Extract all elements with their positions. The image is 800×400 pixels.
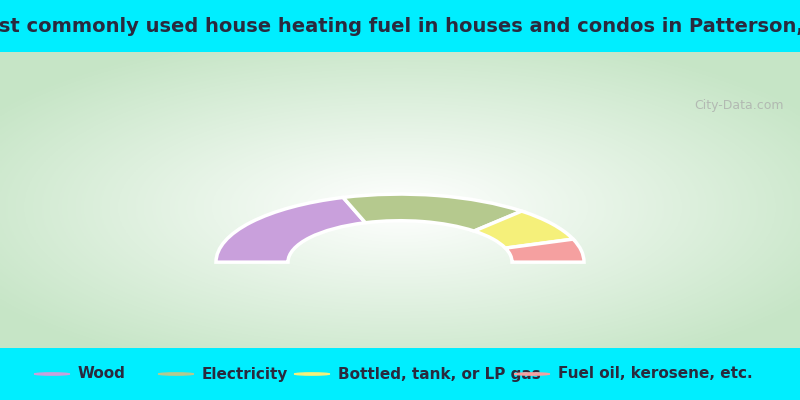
Text: Fuel oil, kerosene, etc.: Fuel oil, kerosene, etc. xyxy=(558,366,752,382)
Circle shape xyxy=(514,373,550,375)
Wedge shape xyxy=(343,194,522,231)
Circle shape xyxy=(294,373,330,375)
Circle shape xyxy=(34,373,70,375)
Wedge shape xyxy=(216,198,366,262)
Circle shape xyxy=(158,373,194,375)
Text: Most commonly used house heating fuel in houses and condos in Patterson, ID: Most commonly used house heating fuel in… xyxy=(0,16,800,36)
Text: Bottled, tank, or LP gas: Bottled, tank, or LP gas xyxy=(338,366,540,382)
Text: City-Data.com: City-Data.com xyxy=(694,100,784,112)
Text: Wood: Wood xyxy=(78,366,126,382)
Text: Electricity: Electricity xyxy=(202,366,288,382)
Wedge shape xyxy=(474,211,573,248)
Wedge shape xyxy=(506,239,584,262)
